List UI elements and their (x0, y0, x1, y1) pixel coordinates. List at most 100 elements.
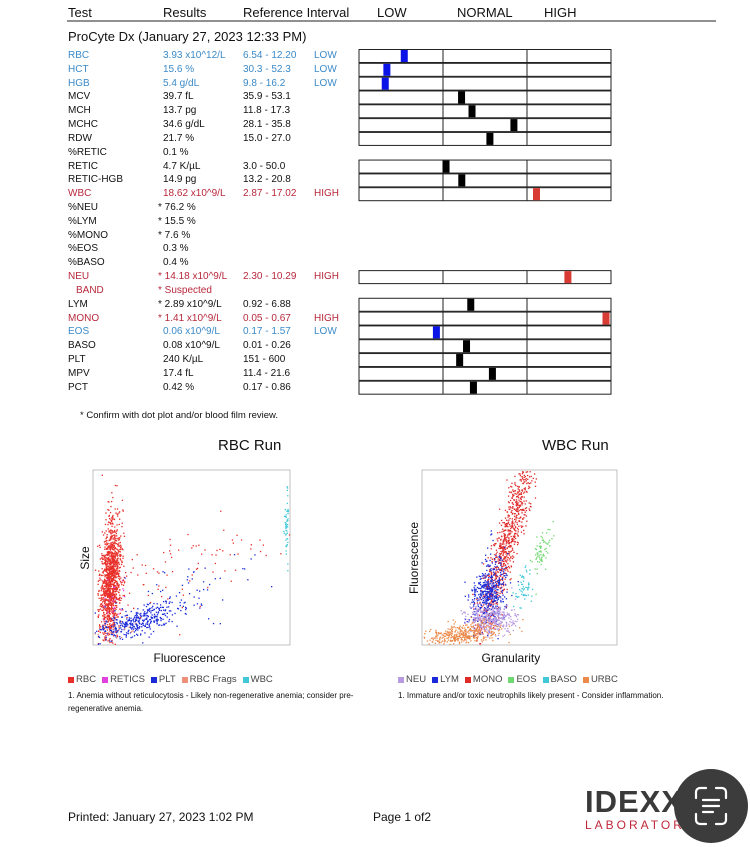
dot (151, 614, 153, 616)
dot (488, 602, 490, 604)
dot (160, 590, 162, 593)
dot (128, 592, 131, 594)
dot (124, 627, 126, 629)
dot (150, 621, 152, 623)
dot (191, 578, 193, 580)
dot (288, 534, 291, 536)
dot (104, 598, 106, 600)
dot (112, 562, 114, 565)
dot (504, 534, 506, 536)
dot (498, 556, 500, 559)
dot (116, 606, 118, 608)
dot (114, 627, 117, 629)
result: 0.3 % (163, 243, 189, 255)
range-bar (358, 366, 612, 381)
dot (479, 576, 482, 578)
dot (287, 508, 289, 511)
dot (500, 584, 502, 586)
printed-date: Printed: January 27, 2023 1:02 PM (68, 810, 254, 824)
dot (502, 583, 504, 585)
dot (468, 620, 470, 623)
dot (498, 615, 500, 617)
dot (495, 635, 497, 637)
result: * 1.41 x10^9/L (158, 312, 222, 324)
dot (534, 485, 537, 487)
dot (475, 620, 477, 622)
dot (103, 541, 106, 543)
dot (106, 617, 108, 619)
dot (486, 587, 488, 589)
dot (109, 623, 111, 625)
dot (119, 589, 121, 591)
dot (438, 642, 440, 644)
dot (149, 619, 152, 621)
dot (119, 580, 122, 583)
dot (136, 554, 138, 556)
dot (182, 605, 184, 607)
dot (549, 545, 551, 547)
dot (149, 626, 151, 628)
dot (209, 583, 211, 586)
dot (116, 566, 119, 568)
dot (115, 539, 117, 542)
result-marker (383, 63, 391, 76)
dot (108, 552, 110, 554)
dot (476, 602, 478, 604)
dot (129, 619, 131, 621)
dot (469, 637, 471, 639)
dot (503, 612, 505, 614)
dot (114, 574, 116, 576)
dot (495, 624, 497, 627)
dot (145, 618, 148, 620)
dot (483, 577, 485, 579)
dot (464, 581, 466, 583)
dot (108, 589, 110, 591)
dot (466, 624, 468, 626)
dot (502, 625, 504, 627)
dot (456, 633, 458, 635)
dot (106, 548, 108, 550)
dot (117, 572, 120, 574)
dot (103, 628, 105, 630)
dot (476, 625, 479, 627)
dot (477, 625, 479, 627)
dot (521, 588, 523, 590)
dot (478, 599, 480, 601)
dot (443, 638, 446, 640)
dot (482, 595, 485, 597)
dot (121, 526, 123, 528)
dot (113, 588, 115, 591)
dot (479, 598, 481, 600)
dot (435, 639, 437, 641)
dot (502, 615, 504, 617)
dot (506, 614, 508, 616)
dot (160, 619, 162, 622)
dot (440, 632, 443, 634)
dot (195, 568, 198, 570)
dot (460, 636, 462, 639)
column-header: Reference Interval (243, 5, 350, 20)
dot (102, 572, 104, 574)
dot (510, 618, 512, 621)
dot (481, 615, 484, 618)
dot (105, 581, 108, 583)
dot (477, 630, 479, 632)
dot (455, 636, 457, 638)
dot (473, 608, 475, 610)
dot (489, 625, 491, 627)
dot (109, 617, 111, 620)
dot (486, 594, 488, 597)
dot (476, 597, 478, 599)
dot (178, 549, 180, 551)
dot (476, 614, 478, 616)
dot (450, 637, 452, 639)
dot (219, 623, 221, 625)
dot (539, 546, 541, 548)
dot (490, 613, 493, 615)
dot (135, 616, 138, 618)
dot (499, 592, 501, 594)
dot (488, 613, 490, 615)
dot (286, 527, 288, 529)
dot (480, 624, 482, 626)
dot (180, 609, 182, 612)
